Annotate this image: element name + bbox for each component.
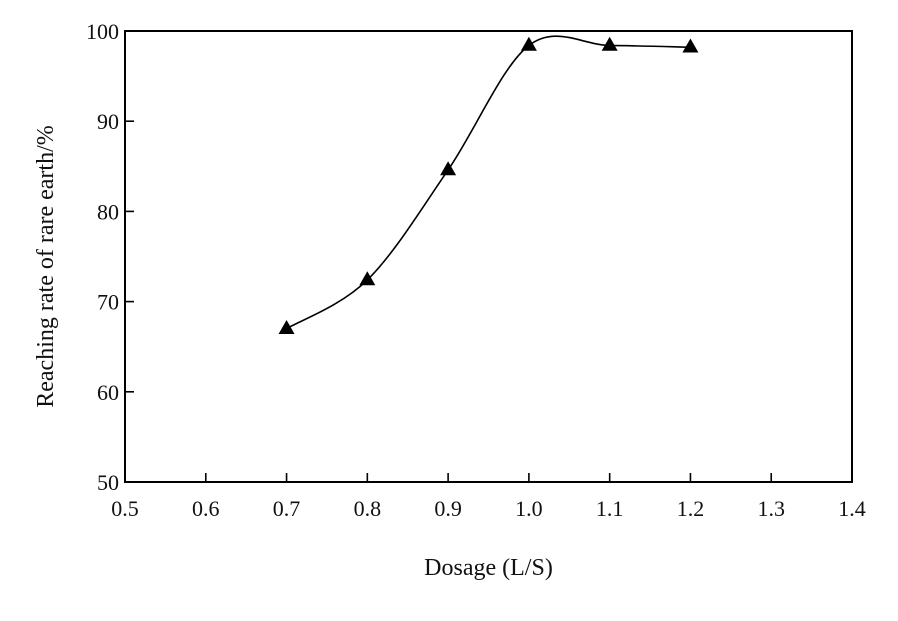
y-axis-ticks: 50 60 70 80 90 100 (86, 19, 134, 495)
y-tick-label: 50 (97, 470, 119, 495)
series-line (286, 35, 691, 330)
y-tick-label: 70 (97, 290, 119, 315)
x-tick-label: 1.0 (515, 496, 543, 521)
x-tick-label: 1.3 (757, 496, 785, 521)
data-point-triangle (359, 271, 376, 286)
y-tick-label: 80 (97, 199, 119, 224)
x-tick-label: 0.9 (434, 496, 462, 521)
y-tick-label: 60 (97, 380, 119, 405)
plot-frame (124, 30, 853, 483)
x-tick-label: 0.8 (354, 496, 382, 521)
data-point-triangle (520, 36, 537, 51)
y-tick-label: 90 (97, 109, 119, 134)
series-markers (278, 36, 699, 334)
y-tick-label: 100 (86, 19, 119, 44)
data-point-triangle (601, 36, 618, 51)
x-tick-label: 1.1 (596, 496, 624, 521)
x-tick-label: 1.2 (677, 496, 705, 521)
x-tick-label: 0.6 (192, 496, 220, 521)
y-axis-title: Reaching rate of rare earth/% (33, 125, 59, 408)
x-axis-title: Dosage (L/S) (424, 555, 553, 581)
data-point-triangle (682, 38, 699, 53)
data-point-triangle (440, 161, 457, 176)
data-point-triangle (278, 319, 295, 334)
x-tick-label: 1.4 (838, 496, 866, 521)
x-tick-label: 0.7 (273, 496, 301, 521)
x-tick-label: 0.5 (111, 496, 139, 521)
x-axis-ticks: 0.5 0.6 0.7 0.8 0.9 1.0 1.1 1.2 1.3 1.4 (111, 473, 866, 521)
